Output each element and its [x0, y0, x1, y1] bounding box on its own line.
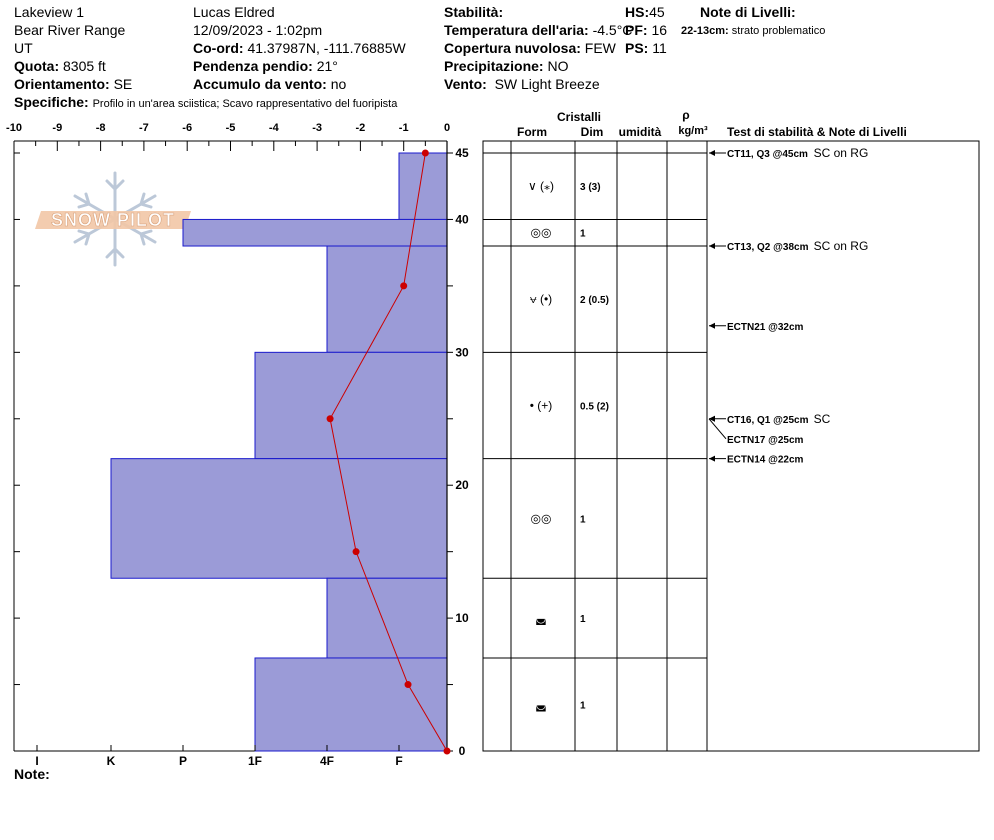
- sky-cover: Copertura nuvolosa: FEW: [444, 40, 616, 56]
- elevation: Quota: 8305 ft: [14, 58, 106, 74]
- precipitation: Precipitazione: NO: [444, 58, 569, 74]
- layer-note: 22-13cm: strato problematico: [681, 25, 826, 37]
- stability-test-label: CT16, Q1 @25cm: [727, 415, 809, 426]
- grain-size: 3 (3): [580, 182, 601, 193]
- tests-header: Test di stabilità & Note di Livelli: [727, 125, 907, 139]
- layer-table-frame: [482, 140, 980, 752]
- depth-tick-label: 40: [455, 212, 469, 226]
- temp-tick-label: -10: [6, 122, 22, 134]
- hardness-tick-label: 1F: [248, 754, 262, 768]
- grain-size: 1: [580, 614, 586, 625]
- temp-tick-label: -2: [356, 122, 366, 134]
- hardness-bar: [398, 152, 448, 220]
- grain-form: ◛: [535, 611, 547, 625]
- wind-loading: Accumulo da vento: no: [193, 76, 347, 92]
- site-name: Lakeview 1: [14, 4, 85, 20]
- temp-tick-label: -3: [312, 122, 322, 134]
- temperature-line: [329, 152, 448, 752]
- temperature-point: [443, 747, 451, 755]
- crystals-header: Cristalli: [557, 110, 601, 124]
- grain-form: ◛: [535, 697, 547, 711]
- stability-test-label: CT11, Q3 @45cm: [727, 149, 808, 160]
- temp-tick-label: -9: [52, 122, 62, 134]
- depth-tick-label: 0: [459, 744, 466, 758]
- test-arrow-head: [709, 243, 715, 250]
- state-name: UT: [14, 40, 33, 56]
- grain-size: 1: [580, 700, 586, 711]
- stability-test-label: ECTN21 @32cm: [727, 322, 804, 333]
- grain-form: ◎◎: [531, 226, 552, 240]
- test-arrow-head: [709, 415, 715, 422]
- hardness-tick-label: P: [179, 754, 187, 768]
- temp-tick-label: -4: [269, 122, 280, 134]
- hardness-bar: [326, 245, 448, 353]
- hardness-tick-label: F: [395, 754, 402, 768]
- temp-tick-label: -6: [182, 122, 192, 134]
- range-name: Bear River Range: [14, 22, 126, 38]
- test-arrow-head: [709, 455, 715, 462]
- depth-tick-label: 30: [455, 345, 469, 359]
- layer-notes-title: Note di Livelli:: [700, 4, 796, 20]
- grain-form: ◎◎: [531, 511, 552, 525]
- temp-tick-label: -7: [139, 122, 149, 134]
- temp-tick-label: -5: [226, 122, 236, 134]
- foot-penetration: PF: 16: [625, 22, 668, 38]
- depth-tick-label: 45: [455, 146, 469, 160]
- slope: Pendenza pendio: 21°: [193, 58, 338, 74]
- snow-height: HS:45: [625, 4, 665, 20]
- stability: Stabilità:: [444, 4, 504, 20]
- stability-test-note: SC: [814, 412, 831, 426]
- stability-test-note: SC on RG: [814, 239, 869, 253]
- density-unit-header: kg/m³: [678, 125, 708, 137]
- stability-test-label: ECTN14 @22cm: [727, 455, 804, 466]
- depth-tick-label: 10: [455, 611, 469, 625]
- wind: Vento: SW Light Breeze: [444, 76, 600, 92]
- ski-penetration: PS: 11: [625, 40, 667, 56]
- temp-tick-label: 0: [444, 122, 450, 134]
- temperature-point: [352, 548, 360, 556]
- hardness-bar: [254, 351, 448, 460]
- aspect: Orientamento: SE: [14, 76, 133, 92]
- moisture-header: umidità: [619, 125, 662, 139]
- grain-form: ⩝ (•): [530, 292, 552, 306]
- notes-label: Note:: [14, 766, 50, 782]
- stability-test-note: SC on RG: [814, 146, 869, 160]
- temperature-point: [421, 149, 429, 157]
- grain-form: • (+): [530, 398, 553, 412]
- test-arrow-head: [709, 150, 715, 156]
- hardness-bar: [182, 218, 448, 247]
- hardness-tick-label: I: [35, 754, 38, 768]
- datetime: 12/09/2023 - 1:02pm: [193, 22, 323, 38]
- hardness-bar: [326, 577, 448, 659]
- density-symbol-header: ρ: [682, 108, 689, 122]
- observer: Lucas Eldred: [193, 4, 275, 20]
- specifics: Specifiche: Profilo in un'area sciistica…: [14, 94, 398, 110]
- form-header: Form: [517, 125, 547, 139]
- depth-tick-label: 20: [455, 478, 469, 492]
- hardness-bar: [254, 657, 448, 752]
- temp-tick-label: -8: [96, 122, 106, 134]
- grain-form: ∨ (⁎): [528, 179, 554, 193]
- hardness-bar: [110, 458, 448, 579]
- test-arrow-head: [709, 322, 715, 329]
- coordinates: Co-ord: 41.37987N, -111.76885W: [193, 40, 406, 56]
- test-arrow: [708, 418, 727, 440]
- temperature-point: [326, 415, 334, 423]
- hardness-tick-label: K: [107, 754, 116, 768]
- grain-size: 2 (0.5): [580, 295, 609, 306]
- size-header: Dim: [581, 125, 604, 139]
- temperature-point: [400, 282, 408, 290]
- grain-size: 0.5 (2): [580, 401, 609, 412]
- grain-size: 1: [580, 229, 586, 240]
- snowpilot-logo: SNOW PILOT: [35, 171, 191, 267]
- temp-tick-label: -1: [399, 122, 409, 134]
- stability-test-label: ECTN17 @25cm: [727, 435, 804, 446]
- stability-test-label: CT13, Q2 @38cm: [727, 242, 809, 253]
- hardness-tick-label: 4F: [320, 754, 334, 768]
- air-temperature: Temperatura dell'aria: -4.5°C: [444, 22, 633, 38]
- grain-size: 1: [580, 514, 586, 525]
- logo-text: SNOW PILOT: [51, 210, 175, 230]
- temperature-point: [404, 681, 412, 689]
